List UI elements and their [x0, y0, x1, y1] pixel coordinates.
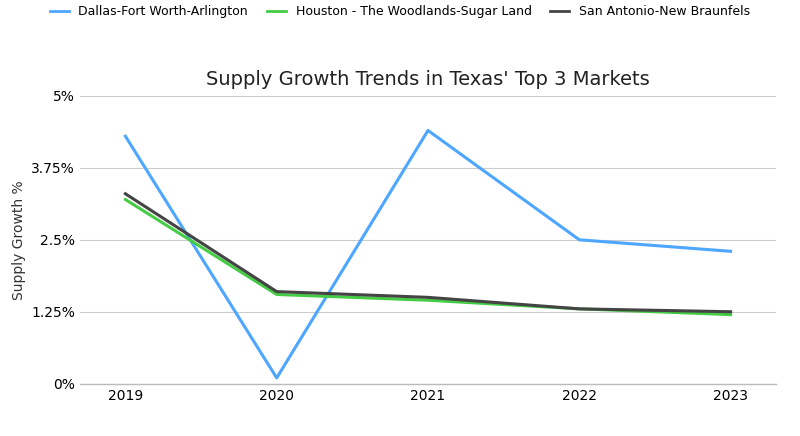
- San Antonio-New Braunfels: [423, 295, 433, 300]
- San Antonio-New Braunfels: [726, 309, 735, 314]
- San Antonio-New Braunfels: [272, 289, 282, 294]
- Y-axis label: Supply Growth %: Supply Growth %: [12, 180, 26, 300]
- Houston - The Woodlands-Sugar Land: [726, 312, 735, 317]
- Legend: Dallas-Fort Worth-Arlington, Houston - The Woodlands-Sugar Land, San Antonio-New: Dallas-Fort Worth-Arlington, Houston - T…: [45, 0, 755, 23]
- Dallas-Fort Worth-Arlington: [574, 237, 584, 242]
- Dallas-Fort Worth-Arlington: [423, 128, 433, 133]
- Title: Supply Growth Trends in Texas' Top 3 Markets: Supply Growth Trends in Texas' Top 3 Mar…: [206, 70, 650, 89]
- Line: Houston - The Woodlands-Sugar Land: Houston - The Woodlands-Sugar Land: [126, 200, 730, 315]
- Dallas-Fort Worth-Arlington: [726, 249, 735, 254]
- Houston - The Woodlands-Sugar Land: [272, 292, 282, 297]
- Dallas-Fort Worth-Arlington: [272, 375, 282, 381]
- Houston - The Woodlands-Sugar Land: [121, 197, 130, 202]
- San Antonio-New Braunfels: [121, 191, 130, 196]
- Line: San Antonio-New Braunfels: San Antonio-New Braunfels: [126, 194, 730, 312]
- Line: Dallas-Fort Worth-Arlington: Dallas-Fort Worth-Arlington: [126, 130, 730, 378]
- San Antonio-New Braunfels: [574, 306, 584, 311]
- Houston - The Woodlands-Sugar Land: [423, 298, 433, 303]
- Dallas-Fort Worth-Arlington: [121, 133, 130, 139]
- Houston - The Woodlands-Sugar Land: [574, 306, 584, 311]
